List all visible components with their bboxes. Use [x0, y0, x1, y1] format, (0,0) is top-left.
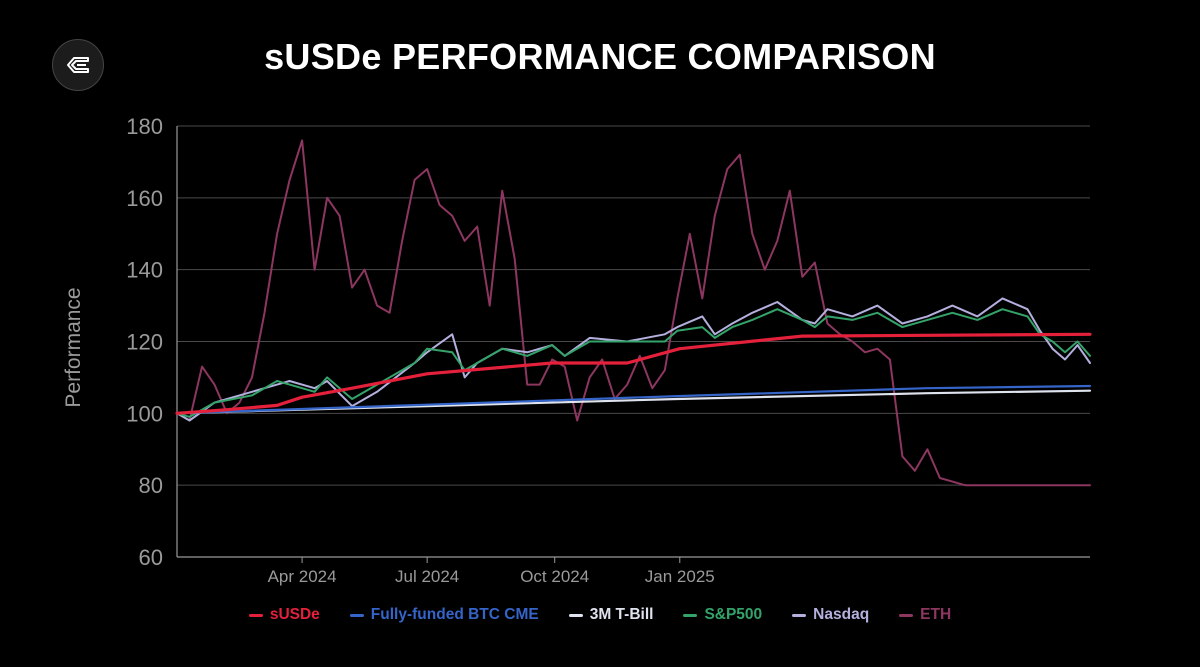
y-axis-label: Performance [62, 287, 85, 407]
legend-swatch [683, 613, 698, 617]
x-tick-label: Jul 2024 [395, 567, 459, 586]
y-tick-label: 160 [126, 186, 163, 211]
x-axis-ticks: Apr 2024 Jul 2024 Oct 2024 Jan 2025 [268, 557, 715, 586]
chart-legend: sUSDe Fully-funded BTC CME 3M T-Bill S&P… [0, 606, 1200, 624]
axes [176, 126, 1090, 558]
series-lines [175, 139, 1092, 487]
legend-swatch [792, 613, 807, 617]
chart-title: sUSDe PERFORMANCE COMPARISON [264, 36, 936, 77]
series-line-fully-funded-btc-cme [175, 384, 1092, 415]
x-tick-label: Apr 2024 [268, 567, 337, 586]
legend-label: Fully-funded BTC CME [370, 606, 539, 623]
series-line-s-p500 [176, 308, 1091, 418]
y-tick-label: 180 [126, 114, 163, 139]
legend-swatch [248, 613, 263, 617]
line-chart: 60 80 100 120 140 160 180 Apr 2024 Jul 2024 Oct … [62, 114, 1092, 586]
legend-swatch [568, 613, 583, 617]
legend-swatch [349, 613, 364, 617]
y-axis-ticks: 60 80 100 120 140 160 180 [126, 114, 163, 570]
x-tick-label: Jan 2025 [645, 567, 715, 586]
series-line-nasdaq [176, 297, 1091, 422]
legend-item-t-bill: 3M T-Bill [568, 606, 654, 624]
legend-label: sUSDe [269, 606, 320, 623]
legend-label: 3M T-Bill [589, 606, 654, 623]
legend-item-btc-cme: Fully-funded BTC CME [349, 606, 539, 624]
legend-item-nasdaq: Nasdaq [792, 606, 869, 624]
y-tick-label: 80 [139, 473, 163, 498]
ethena-logo-glyph [67, 57, 89, 73]
y-tick-label: 60 [139, 545, 163, 570]
legend-swatch [899, 613, 914, 617]
legend-label: Nasdaq [813, 606, 870, 623]
y-tick-label: 140 [126, 258, 163, 283]
series-line-eth [176, 139, 1091, 487]
series-line-susde [175, 332, 1092, 415]
legend-item-eth: ETH [899, 606, 951, 624]
x-tick-label: Oct 2024 [520, 567, 589, 586]
legend-item-susde: sUSDe [248, 606, 320, 624]
y-tick-label: 120 [126, 330, 163, 355]
ethena-logo-icon [52, 39, 104, 91]
y-tick-label: 100 [126, 401, 163, 426]
legend-label: ETH [920, 606, 952, 623]
legend-item-sp500: S&P500 [683, 606, 762, 624]
legend-label: S&P500 [704, 606, 763, 623]
